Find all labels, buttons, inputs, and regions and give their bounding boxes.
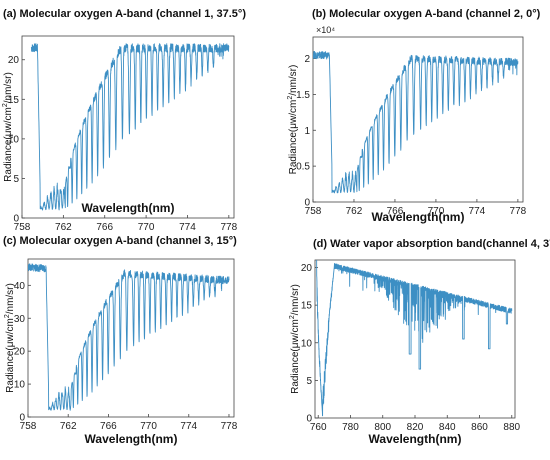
x-tick-label: 860 [471, 422, 488, 433]
x-tick-label: 770 [140, 421, 157, 432]
panel-b: (b) Molecular oxygen A-band (channel 2, … [287, 8, 541, 224]
x-tick-label: 770 [138, 222, 155, 233]
y-tick-label: 15 [301, 301, 313, 312]
axes-frame [21, 35, 235, 219]
x-tick-label: 780 [342, 422, 359, 433]
y-axis-label: Radiance(μw/cm2/nm/sr) [287, 65, 299, 175]
axes-frame [312, 36, 524, 203]
axes-frame [314, 259, 516, 419]
panel-title: (b) Molecular oxygen A-band (channel 2, … [312, 8, 541, 20]
series-line [28, 263, 230, 411]
y-tick-label: 0.5 [296, 162, 310, 173]
y-tick-label: 5 [13, 174, 19, 185]
series-line [30, 43, 230, 211]
x-tick-label: 778 [220, 222, 237, 233]
y-tick-label: 20 [301, 263, 313, 274]
x-axis-label: Wavelength(nm) [85, 432, 178, 446]
x-tick-label: 840 [439, 422, 456, 433]
series-line [316, 260, 513, 417]
x-tick-label: 760 [310, 422, 327, 433]
panel-title: (a) Molecular oxygen A-band (channel 1, … [3, 8, 246, 20]
x-tick-label: 758 [305, 206, 322, 217]
panel-c: (c) Molecular oxygen A-band (channel 3, … [3, 235, 238, 446]
axes-frame [27, 258, 235, 418]
x-tick-label: 774 [180, 421, 197, 432]
x-tick-label: 880 [503, 422, 520, 433]
panel-title: (d) Water vapor absorption band(channel … [313, 238, 550, 250]
y-tick-label: 15 [8, 95, 20, 106]
y-axis-label: Radiance(μw/cm2/nm/sr) [4, 283, 16, 393]
x-axis-label: Wavelength(nm) [82, 201, 175, 215]
panel-d: (d) Water vapor absorption band(channel … [289, 238, 550, 446]
x-tick-label: 766 [387, 206, 404, 217]
x-tick-label: 758 [14, 222, 31, 233]
x-tick-label: 758 [20, 421, 37, 432]
x-tick-label: 762 [55, 222, 72, 233]
y-tick-label: 1.5 [296, 90, 310, 101]
panel-title: (c) Molecular oxygen A-band (channel 3, … [3, 235, 237, 247]
y-tick-label: 10 [301, 338, 313, 349]
panel-a: (a) Molecular oxygen A-band (channel 1, … [2, 8, 246, 233]
y-tick-label: 30 [14, 314, 26, 325]
x-axis-label: Wavelength(nm) [369, 432, 462, 446]
y-tick-label: 0 [13, 214, 19, 225]
y-tick-label: 2 [304, 54, 310, 65]
y-tick-label: 20 [14, 347, 26, 358]
y-tick-label: 1 [304, 126, 310, 137]
x-tick-label: 762 [346, 206, 363, 217]
y-tick-label: 0 [304, 198, 310, 209]
x-tick-label: 778 [510, 206, 527, 217]
y-tick-label: 20 [8, 55, 20, 66]
y-tick-label: 0 [19, 413, 25, 424]
x-tick-label: 766 [96, 222, 113, 233]
series-line [313, 51, 519, 194]
y-tick-label: 40 [14, 281, 26, 292]
x-tick-label: 820 [407, 422, 424, 433]
x-tick-label: 774 [469, 206, 486, 217]
y-tick-label: 5 [306, 376, 312, 387]
x-tick-label: 778 [221, 421, 238, 432]
y-tick-label: 10 [14, 380, 26, 391]
y-tick-label: 0 [306, 414, 312, 425]
x-tick-label: 774 [179, 222, 196, 233]
x-axis-label: Wavelength(nm) [372, 210, 465, 224]
y-axis-label: Radiance(μw/cm2/nm/sr) [2, 72, 14, 182]
y-multiplier: ×10⁴ [316, 25, 335, 35]
y-tick-label: 10 [8, 134, 20, 145]
x-tick-label: 762 [60, 421, 77, 432]
y-axis-label: Radiance(μw/cm2/nm/sr) [289, 284, 301, 394]
x-tick-label: 800 [374, 422, 391, 433]
x-tick-label: 766 [100, 421, 117, 432]
x-tick-label: 770 [428, 206, 445, 217]
